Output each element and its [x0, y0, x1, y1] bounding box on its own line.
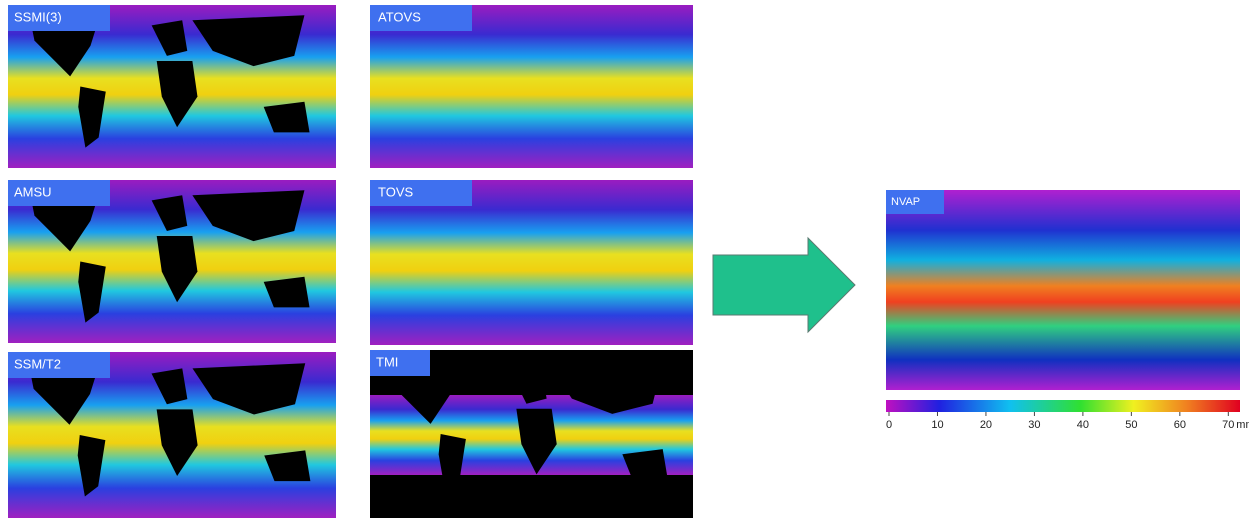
- tick-label: 0: [886, 419, 892, 431]
- tick-label: 30: [1028, 419, 1040, 431]
- tick-label: 70: [1222, 419, 1234, 431]
- panel: SSM/T2: [8, 352, 336, 518]
- arrow: [713, 238, 855, 332]
- unit-label: mm: [1236, 419, 1249, 431]
- panel-label: TOVS: [378, 184, 413, 199]
- result-panel: NVAP: [886, 190, 1240, 390]
- tick-label: 10: [931, 419, 943, 431]
- panel: AMSU: [8, 180, 336, 343]
- figure: SSMI(3) ATOVS AMSU TOVS SSM/T2 TMI NVAP …: [0, 0, 1249, 519]
- tick-label: 60: [1174, 419, 1186, 431]
- page: SSMI(3) ATOVS AMSU TOVS SSM/T2 TMI NVAP …: [0, 0, 1249, 519]
- colorbar: [886, 400, 1240, 412]
- panel-label: SSM/T2: [14, 356, 61, 371]
- tick-label: 20: [980, 419, 992, 431]
- panel-label: TMI: [376, 354, 398, 369]
- panel-label: AMSU: [14, 184, 52, 199]
- panel: ATOVS: [370, 5, 693, 168]
- panel-label: ATOVS: [378, 9, 421, 24]
- panel-label: SSMI(3): [14, 9, 62, 24]
- map: [886, 190, 1240, 390]
- panel: SSMI(3): [8, 5, 336, 168]
- panel: TOVS: [370, 180, 693, 345]
- tick-label: 40: [1077, 419, 1089, 431]
- tick-label: 50: [1125, 419, 1137, 431]
- panel: TMI: [370, 350, 693, 518]
- panel-label: NVAP: [891, 196, 920, 208]
